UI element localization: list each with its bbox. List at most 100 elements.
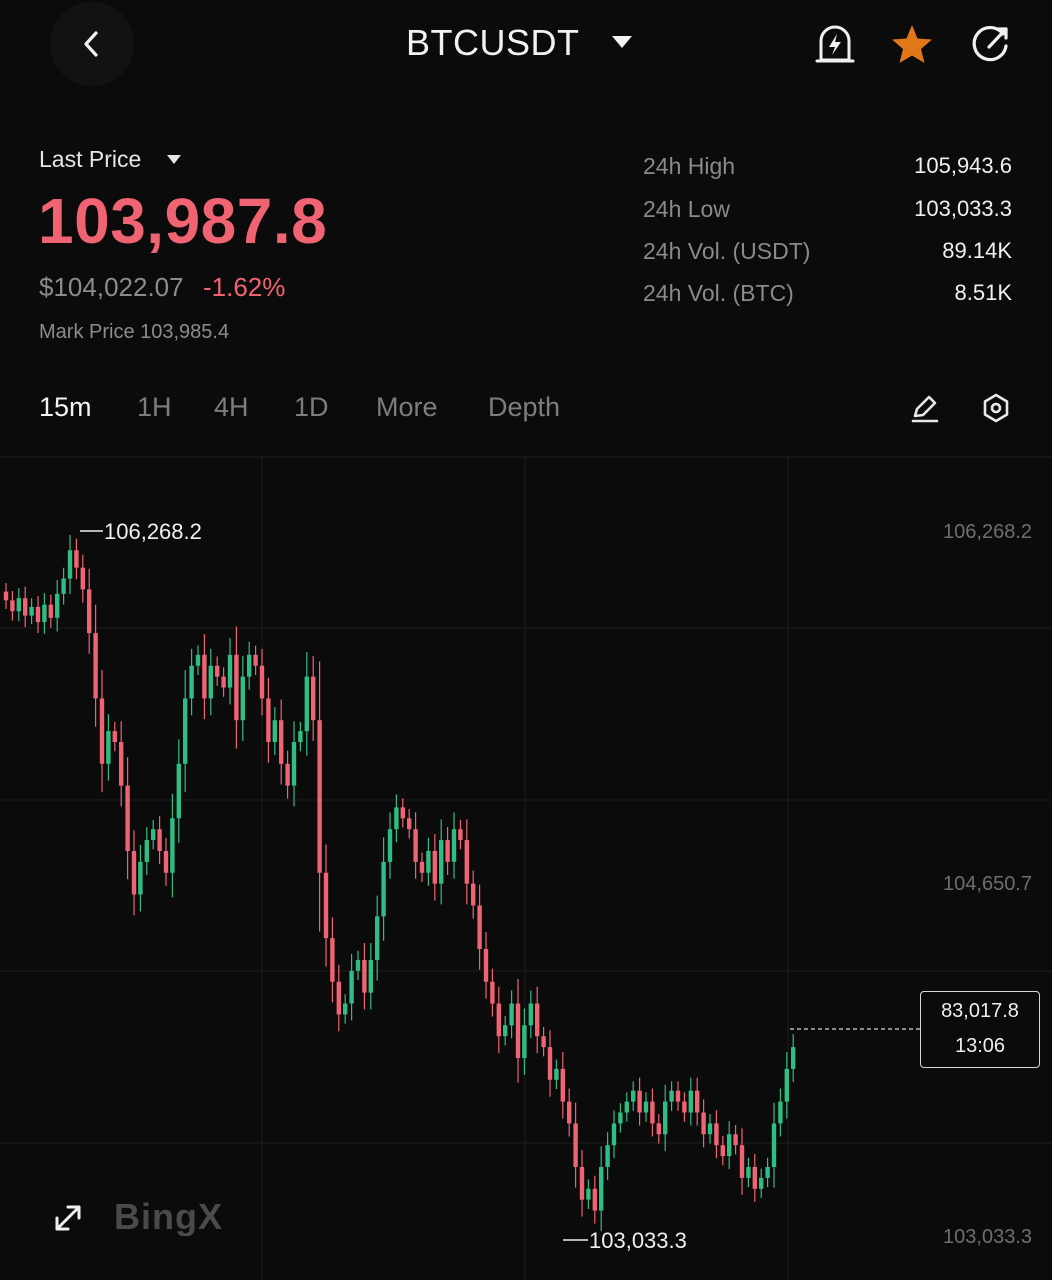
svg-text:BingX: BingX: [114, 1196, 223, 1236]
candle-body: [240, 676, 245, 721]
tab-1d[interactable]: 1D: [294, 392, 329, 422]
candle-body: [714, 1123, 719, 1146]
candle-body: [682, 1101, 687, 1113]
candle-body: [119, 742, 124, 786]
candle-body: [10, 600, 15, 612]
candle-body: [637, 1090, 642, 1113]
candle-body: [336, 981, 341, 1015]
last-price-selector[interactable]: Last Price: [39, 146, 142, 172]
mark-price: Mark Price 103,985.4: [39, 321, 230, 343]
candle-body: [650, 1101, 655, 1124]
candle-body: [656, 1123, 661, 1135]
candle-body: [311, 676, 316, 721]
stat-value-24h-low: 103,033.3: [914, 196, 1012, 221]
candle-body: [234, 654, 239, 721]
candle-body: [778, 1101, 783, 1124]
usd-price: $104,022.07: [39, 272, 184, 302]
candle-body: [48, 604, 53, 618]
tab-1h[interactable]: 1H: [137, 392, 172, 422]
candle-body: [547, 1047, 553, 1080]
candle-body: [675, 1090, 681, 1102]
y-axis-label-bottom: 103,033.3: [943, 1226, 1032, 1248]
pair-selector[interactable]: BTCUSDT: [406, 22, 580, 63]
candle-body: [407, 818, 412, 830]
candles: [3, 534, 796, 1232]
candle-body: [439, 840, 444, 884]
candle-body: [61, 578, 66, 594]
candle-body: [362, 959, 367, 993]
stat-value-24h-vol-usdt: 89.14K: [942, 238, 1012, 263]
tab-15m[interactable]: 15m: [39, 392, 92, 422]
candle-body: [586, 1188, 591, 1200]
candle-body: [99, 698, 105, 764]
candle-body: [765, 1166, 770, 1178]
candle-body: [432, 850, 437, 884]
candle-body: [106, 731, 111, 764]
candle-body: [727, 1134, 732, 1157]
candle-body: [195, 654, 201, 666]
candle-body: [279, 720, 284, 764]
candle-body: [791, 1047, 796, 1069]
stat-value-24h-high: 105,943.6: [914, 153, 1012, 178]
current-price-tag: 83,017.8 13:06: [920, 991, 1040, 1068]
price-alert-icon[interactable]: [812, 22, 858, 68]
candle-body: [688, 1090, 693, 1113]
candle-body: [720, 1145, 725, 1157]
candle-body: [176, 763, 181, 819]
back-button[interactable]: [50, 2, 134, 86]
candle-body: [771, 1123, 777, 1167]
candle-body: [272, 720, 277, 743]
candle-body: [323, 872, 329, 939]
candle-body: [67, 550, 73, 579]
candle-body: [624, 1101, 629, 1113]
settings-hexagon-icon[interactable]: [980, 392, 1012, 424]
tab-4h[interactable]: 4H: [214, 392, 249, 422]
candle-body: [23, 598, 28, 616]
candle-body: [330, 938, 335, 982]
candle-body: [458, 829, 463, 841]
candle-body: [125, 785, 130, 851]
candle-body: [579, 1166, 585, 1200]
candle-body: [541, 1036, 546, 1048]
stat-label-24h-vol-usdt: 24h Vol. (USDT): [643, 238, 811, 264]
candle-body: [304, 676, 309, 732]
candle-body: [528, 1003, 533, 1026]
candle-body: [3, 591, 9, 601]
candle-body: [522, 1025, 527, 1059]
candle-body: [567, 1101, 572, 1124]
share-icon[interactable]: [967, 22, 1013, 68]
candle-body: [483, 949, 489, 982]
candle-body: [445, 840, 450, 862]
candle-body: [733, 1134, 738, 1146]
candle-body: [253, 654, 258, 666]
candle-body: [496, 1003, 501, 1037]
brand-watermark: BingX: [114, 1196, 238, 1246]
candle-body: [746, 1166, 751, 1178]
candle-body: [343, 1003, 348, 1015]
candle-body: [291, 742, 297, 786]
y-axis-label-mid: 104,650.7: [943, 873, 1032, 895]
candle-body: [451, 829, 457, 862]
last-price-value: 103,987.8: [38, 185, 328, 257]
candle-body: [29, 606, 34, 616]
low-marker-label: 103,033.3: [589, 1228, 687, 1253]
candle-body: [509, 1003, 514, 1026]
candle-body: [16, 598, 21, 612]
chevron-down-icon[interactable]: [612, 36, 632, 48]
candle-body: [554, 1068, 559, 1080]
draw-pencil-icon[interactable]: [909, 392, 941, 424]
candle-body: [663, 1101, 668, 1135]
candlestick-chart[interactable]: 106,268.2 104,650.7 103,033.3 106,268.2 …: [0, 456, 1052, 1280]
favorite-star-icon[interactable]: [889, 22, 935, 68]
candle-body: [355, 959, 361, 971]
candle-body: [560, 1068, 565, 1102]
tab-more[interactable]: More: [376, 392, 438, 422]
price-change-percent: -1.62%: [203, 272, 286, 302]
candle-body: [208, 665, 213, 699]
tab-depth[interactable]: Depth: [488, 392, 561, 422]
candle-body: [695, 1090, 700, 1113]
chevron-down-icon[interactable]: [167, 155, 181, 164]
expand-fullscreen-icon[interactable]: [50, 1200, 86, 1236]
candle-body: [183, 698, 188, 764]
stat-label-24h-vol-btc: 24h Vol. (BTC): [643, 280, 794, 306]
